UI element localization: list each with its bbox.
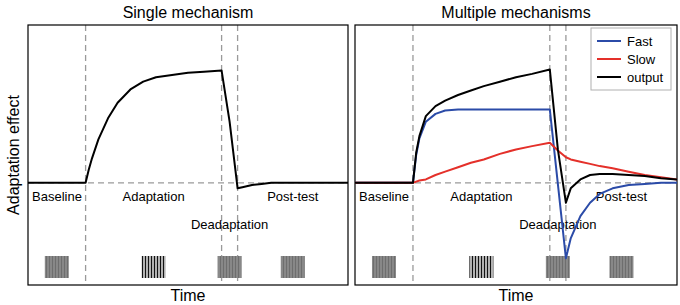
legend-label: output (627, 70, 664, 85)
legend-swatch (597, 58, 621, 60)
lines (28, 71, 348, 189)
grid-line (85, 25, 86, 285)
phase-label: Baseline (359, 189, 409, 204)
grid-line (237, 25, 238, 285)
grating-icon (218, 256, 242, 278)
legend-label: Slow (627, 52, 656, 67)
y-axis-label: Adaptation effect (5, 95, 22, 215)
phase-label: Adaptation (123, 189, 185, 204)
lines (355, 69, 677, 258)
grating-icon (45, 256, 69, 278)
phase-label: Post-test (596, 189, 648, 204)
grid-line (221, 25, 222, 285)
legend-label: Fast (627, 34, 653, 49)
figure: BaselineAdaptationDeadaptationPost-testS… (0, 0, 680, 305)
panel: Baseline Adaptation Deadaptation Post-test S… (5, 4, 348, 304)
phase-label: Baseline (32, 189, 82, 204)
plot-frame (28, 25, 348, 285)
plot-frame (355, 25, 677, 285)
x-axis-label: Time (499, 287, 534, 304)
series-line (355, 109, 677, 258)
legend-swatch (597, 76, 621, 78)
phase-label: Deadaptation (519, 217, 596, 232)
legend-swatch (597, 40, 621, 42)
grid-line (549, 25, 550, 285)
phase-label: Adaptation (450, 189, 512, 204)
series-line (355, 143, 677, 183)
title: Single mechanism (123, 4, 254, 21)
grating-icon (469, 256, 493, 278)
x-axis-label: Time (171, 287, 206, 304)
phase-label: Deadaptation (191, 217, 268, 232)
series-line (28, 71, 348, 189)
title: Multiple mechanisms (441, 4, 590, 21)
grating-icon (609, 256, 633, 278)
phase-label: Post-test (267, 189, 319, 204)
grating-icon (372, 256, 396, 278)
legend: Fast Slow output (591, 28, 671, 90)
legend-box (591, 28, 671, 90)
grating-icon (281, 256, 305, 278)
grating-icon (142, 256, 166, 278)
grid-line (412, 25, 413, 285)
grating-icon (546, 256, 570, 278)
panel: Baseline Adaptation DeadaptationPost-test M… (355, 4, 677, 304)
